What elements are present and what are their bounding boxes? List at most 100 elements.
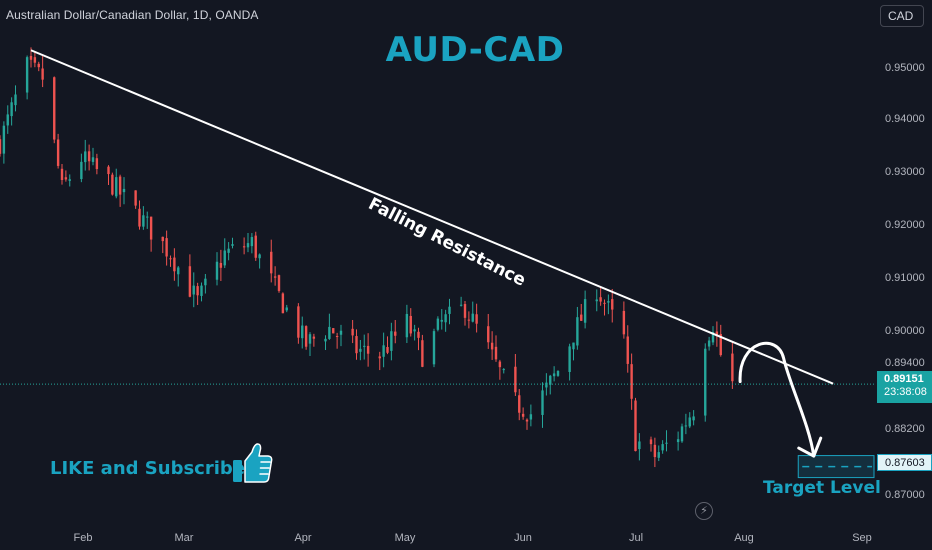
candle-body — [80, 161, 83, 180]
candle-body — [576, 317, 579, 346]
candle-body — [56, 139, 60, 166]
candle-body — [134, 190, 137, 206]
candle-body — [355, 336, 358, 354]
candle-body — [568, 346, 571, 372]
candle-body — [200, 285, 203, 296]
candle-body — [545, 382, 548, 388]
date-tick: Sep — [852, 532, 872, 544]
candle-body — [173, 257, 176, 272]
candle-body — [525, 419, 529, 422]
candle-body — [60, 168, 64, 180]
candle-body — [432, 331, 436, 365]
projection-arrow-head — [797, 436, 823, 458]
candle-body — [665, 442, 668, 444]
candle-body — [580, 314, 583, 321]
candle-body — [719, 333, 722, 356]
thumbs-up-icon — [233, 443, 273, 483]
candle-body — [246, 243, 250, 248]
candle-body — [165, 238, 168, 257]
candle-body — [95, 158, 99, 170]
candle-body — [308, 334, 312, 344]
candle-body — [192, 285, 195, 295]
candle-body — [2, 125, 6, 154]
candle-body — [219, 262, 223, 268]
target-level-box — [797, 455, 875, 479]
candle-body — [498, 361, 502, 368]
lightning-icon[interactable]: ⚡ — [695, 502, 713, 520]
candle-body — [304, 326, 308, 347]
candle-body — [394, 331, 397, 336]
candle-body — [53, 77, 56, 140]
candle-body — [215, 261, 219, 280]
candle-body — [494, 346, 498, 360]
candle-body — [169, 258, 172, 260]
target-zone-rect — [797, 455, 875, 479]
candle-body — [270, 251, 273, 274]
candle-body — [626, 336, 629, 364]
candle-body — [188, 266, 192, 297]
candle-body — [258, 254, 261, 259]
candle-body — [277, 275, 281, 291]
candle-body — [704, 348, 707, 416]
candle-body — [487, 326, 490, 343]
price-tick: 0.91000 — [885, 272, 925, 284]
candlestick-series — [0, 47, 734, 468]
candle-body — [521, 413, 525, 417]
candle-body — [463, 304, 467, 318]
candle-body — [115, 177, 118, 197]
candle-body — [273, 276, 277, 278]
price-tick: 0.90000 — [885, 325, 925, 337]
candle-body — [25, 57, 29, 93]
date-tick: Jun — [514, 532, 532, 544]
candle-body — [146, 216, 149, 218]
price-axis[interactable] — [876, 0, 932, 520]
candle-body — [676, 439, 680, 443]
candle-body — [440, 319, 443, 322]
candle-body — [661, 444, 664, 451]
candle-body — [227, 248, 230, 253]
candle-body — [6, 114, 9, 126]
candle-body — [599, 297, 602, 302]
candle-body — [684, 425, 688, 427]
candle-body — [378, 356, 381, 359]
candle-body — [680, 426, 684, 442]
candle-body — [459, 304, 463, 306]
bar-countdown: 23:38:08 — [884, 386, 927, 398]
candle-body — [444, 314, 447, 323]
candle-body — [64, 177, 68, 180]
chart-title: AUD-CAD — [385, 30, 565, 70]
candle-body — [552, 373, 556, 377]
candle-body — [413, 329, 416, 332]
candle-body — [0, 139, 2, 154]
candle-body — [10, 102, 13, 117]
candle-body — [91, 157, 95, 162]
currency-button[interactable]: CAD — [880, 5, 924, 27]
candle-body — [471, 313, 474, 322]
candle-body — [41, 68, 44, 80]
candle-body — [583, 299, 587, 323]
candle-body — [328, 326, 331, 339]
candle-body — [161, 236, 164, 242]
candle-body — [436, 318, 440, 330]
falling-resistance-line — [30, 49, 834, 385]
candle-body — [242, 246, 246, 248]
date-tick: Mar — [174, 532, 194, 544]
price-tick: 0.92000 — [885, 219, 925, 231]
candle-body — [196, 286, 199, 296]
candle-body — [390, 331, 393, 351]
price-tick: 0.95000 — [885, 62, 925, 74]
candle-body — [529, 414, 533, 420]
candle-body — [324, 338, 327, 342]
candle-body — [335, 335, 339, 337]
candle-body — [514, 366, 517, 393]
candle-body — [142, 215, 145, 227]
candle-body — [421, 340, 424, 367]
price-tick: 0.93000 — [885, 166, 925, 178]
candle-body — [386, 347, 389, 353]
candle-body — [285, 307, 288, 311]
candle-body — [339, 330, 343, 335]
candle-body — [14, 94, 17, 106]
candle-body — [657, 452, 660, 458]
candle-body — [382, 345, 385, 357]
